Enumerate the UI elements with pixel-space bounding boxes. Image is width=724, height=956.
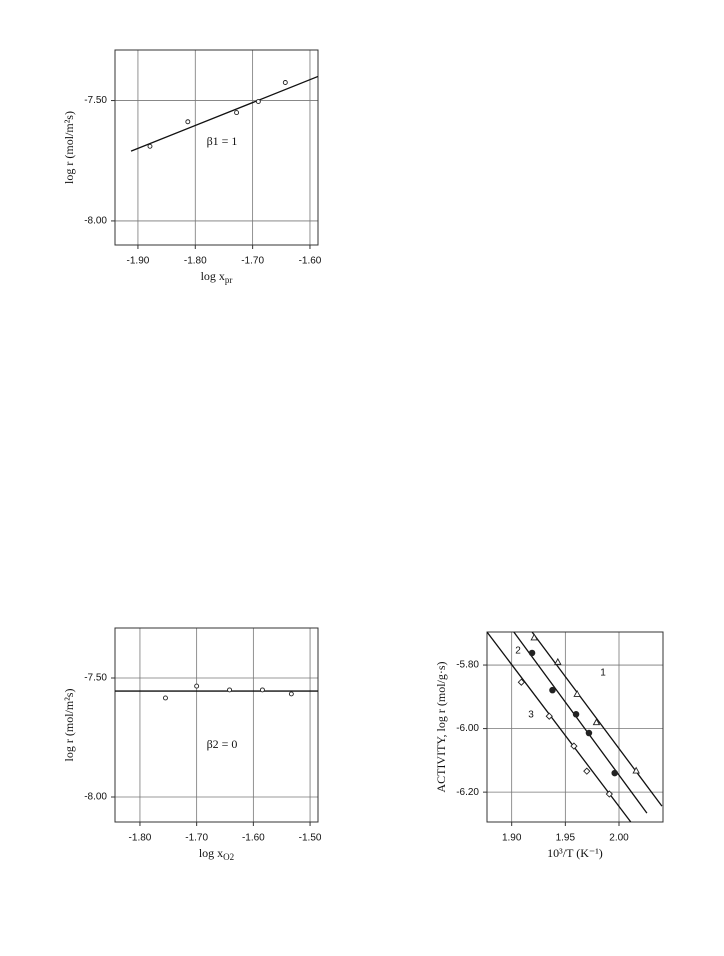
y-tick-label: -7.50 [84, 673, 107, 684]
x-tick-label: 1.90 [502, 833, 522, 844]
fit-line [531, 632, 663, 807]
chart: 1.90 1.95 2.00 -5.80 -6.00 -6.20 10³/T (K⁻¹) AC… [434, 631, 664, 860]
point [572, 711, 580, 718]
y-tick-label: -7.50 [84, 95, 107, 106]
x-tick-label: -1.80 [184, 256, 207, 267]
point [549, 686, 556, 694]
point [632, 766, 640, 774]
point [147, 143, 153, 149]
series-label: 3 [528, 710, 534, 721]
x-tick-label: -1.80 [129, 833, 152, 844]
x-axis-label-text: log x [201, 269, 225, 283]
point [194, 683, 200, 689]
point [259, 687, 265, 693]
y-axis-label: log r (mol/m²s) [62, 689, 76, 762]
y-axis-label: log r (mol/m²s) [62, 111, 76, 184]
y-tick-label: -6.20 [456, 787, 479, 798]
point [185, 119, 191, 125]
point [611, 769, 618, 777]
y-tick-label: -6.00 [456, 723, 479, 734]
x-axis-label: log xO2 [199, 846, 234, 862]
y-axis-label: ACTIVITY, log r (mol/g·s) [434, 661, 448, 792]
plot-frame [114, 49, 319, 246]
x-axis-label-sub: O2 [223, 852, 234, 862]
plot-frame [114, 627, 319, 823]
x-tick-label: -1.70 [185, 833, 208, 844]
x-axis-label: log xpr [201, 269, 233, 285]
x-axis-label: 10³/T (K⁻¹) [547, 846, 603, 860]
x-tick-label: -1.60 [299, 256, 322, 267]
point [530, 633, 538, 641]
point [282, 80, 288, 85]
plot-frame [486, 631, 664, 823]
fit-line [513, 632, 648, 814]
x-axis-label-text: log x [199, 846, 223, 860]
y-tick-label: -8.00 [84, 792, 107, 803]
x-tick-label: 2.00 [609, 833, 629, 844]
y-tick-label: -5.80 [456, 660, 479, 671]
point [288, 691, 294, 697]
point [255, 99, 261, 104]
annotation: β2 = 0 [207, 737, 238, 751]
point [227, 687, 232, 693]
series-label: 2 [515, 646, 521, 657]
point [528, 649, 536, 657]
x-tick-label: -1.70 [241, 256, 264, 267]
point [570, 742, 578, 750]
point [583, 767, 591, 775]
point [517, 678, 525, 686]
x-axis-label-sub: pr [225, 275, 233, 285]
series-label: 1 [600, 668, 606, 679]
y-tick-label: -8.00 [84, 216, 107, 227]
point [554, 657, 562, 665]
point [585, 729, 593, 737]
x-tick-label: -1.90 [127, 256, 150, 267]
x-tick-label: 1.95 [556, 833, 576, 844]
x-axis-label-text: 10³/T (K⁻¹) [547, 846, 603, 860]
x-tick-label: -1.60 [242, 833, 265, 844]
x-tick-label: -1.50 [299, 833, 322, 844]
point [573, 690, 581, 697]
fit-line [130, 75, 318, 152]
annotation: β1 = 1 [207, 134, 238, 148]
point [234, 110, 240, 116]
point [592, 718, 601, 726]
point [545, 712, 553, 720]
fit-line [487, 632, 632, 822]
point [605, 790, 613, 798]
point [163, 695, 168, 701]
